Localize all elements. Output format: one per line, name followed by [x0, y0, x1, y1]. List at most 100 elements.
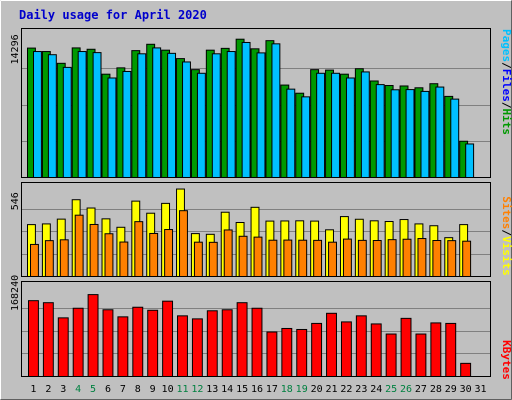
x-tick-label-day-6: 6	[105, 384, 111, 395]
legend-middle-item-0: Sites	[500, 196, 512, 229]
x-tick-label-day-11: 11	[176, 384, 188, 395]
x-tick-label-day-30: 30	[460, 384, 472, 395]
bar-pages-day-13	[211, 53, 221, 178]
bar-sites-day-3	[59, 239, 69, 277]
bar-sites-day-16	[253, 236, 263, 277]
bar-kbytes-day-16	[251, 307, 263, 377]
x-tick-label-day-13: 13	[206, 384, 218, 395]
x-tick-label-day-29: 29	[445, 384, 457, 395]
bar-sites-day-4	[74, 214, 84, 277]
x-tick-label-day-31: 31	[475, 384, 487, 395]
x-tick-label-day-14: 14	[221, 384, 233, 395]
bar-sites-day-30	[462, 240, 472, 277]
bar-pages-day-4	[77, 51, 87, 178]
legend-top-item-3: /	[500, 102, 512, 109]
bar-pages-day-16	[256, 52, 266, 178]
x-tick-label-day-21: 21	[325, 384, 337, 395]
x-tick-label-day-27: 27	[415, 384, 427, 395]
legend-bottom: KBytes	[500, 340, 512, 380]
bar-kbytes-day-9	[147, 309, 159, 377]
x-tick-label-day-7: 7	[120, 384, 126, 395]
legend-top-item-0: Pages	[500, 29, 512, 62]
y-tick-label-2: 546	[10, 192, 21, 210]
bar-sites-day-12	[193, 241, 203, 277]
legend-middle-item-1: /	[500, 229, 512, 236]
bar-pages-day-21	[331, 72, 340, 178]
bar-kbytes-day-10	[162, 300, 174, 377]
bar-sites-day-8	[134, 221, 144, 277]
bar-sites-day-5	[89, 223, 99, 277]
bar-sites-day-9	[149, 232, 159, 277]
bar-pages-day-18	[286, 88, 296, 178]
bar-pages-day-22	[345, 77, 355, 178]
bar-pages-day-30	[465, 143, 475, 178]
bar-kbytes-day-8	[132, 306, 144, 377]
chart-title: Daily usage for April 2020	[19, 8, 207, 22]
bar-kbytes-day-12	[191, 318, 203, 378]
x-tick-label-day-3: 3	[60, 384, 66, 395]
bar-kbytes-day-5	[87, 294, 99, 378]
bar-pages-day-20	[316, 72, 326, 178]
bar-sites-day-20	[313, 239, 323, 277]
x-tick-label-day-19: 19	[296, 384, 308, 395]
y-tick-label-1: 14296	[10, 34, 21, 64]
bar-sites-day-22	[342, 238, 352, 277]
bar-pages-day-15	[241, 41, 251, 178]
bar-sites-day-29	[447, 240, 457, 277]
bar-kbytes-day-14	[221, 309, 233, 377]
x-tick-label-day-28: 28	[430, 384, 442, 395]
bar-sites-day-26	[402, 238, 412, 277]
legend-bottom-item-0: KBytes	[500, 340, 512, 380]
x-tick-label-day-12: 12	[191, 384, 203, 395]
bar-kbytes-day-6	[102, 309, 114, 377]
bar-kbytes-day-1	[28, 300, 39, 377]
bar-kbytes-day-26	[400, 317, 412, 378]
bar-pages-day-25	[390, 89, 400, 178]
x-tick-label-day-4: 4	[75, 384, 81, 395]
bar-kbytes-day-11	[177, 315, 188, 378]
bar-pages-day-26	[405, 89, 415, 178]
bar-pages-day-29	[450, 98, 460, 178]
x-tick-label-day-1: 1	[30, 384, 36, 395]
x-tick-label-day-25: 25	[385, 384, 397, 395]
x-tick-label-day-5: 5	[90, 384, 96, 395]
bar-kbytes-day-23	[355, 315, 367, 378]
bar-kbytes-day-17	[266, 331, 278, 377]
bar-sites-day-13	[208, 241, 218, 277]
x-tick-label-day-20: 20	[311, 384, 323, 395]
bar-sites-day-21	[328, 241, 337, 277]
bar-kbytes-day-29	[445, 322, 457, 377]
bar-pages-day-8	[137, 53, 147, 178]
bar-sites-day-27	[417, 238, 427, 277]
bar-kbytes-day-15	[236, 302, 248, 378]
bar-pages-day-2	[47, 54, 57, 178]
x-tick-label-day-26: 26	[400, 384, 412, 395]
bar-pages-day-9	[152, 47, 162, 178]
bar-kbytes-day-19	[296, 328, 308, 378]
bar-pages-day-27	[420, 90, 430, 178]
y-tick-label-3: 168240	[10, 275, 21, 311]
x-tick-label-day-9: 9	[150, 384, 156, 395]
bar-pages-day-10	[167, 52, 177, 178]
bar-sites-day-18	[283, 239, 293, 277]
bar-kbytes-day-22	[340, 321, 352, 377]
bar-sites-day-10	[164, 229, 174, 277]
x-tick-label-day-15: 15	[236, 384, 248, 395]
legend-top: Pages/Files/Hits	[500, 29, 512, 135]
bar-kbytes-day-2	[42, 302, 54, 378]
x-tick-label-day-18: 18	[281, 384, 293, 395]
bar-pages-day-1	[33, 51, 42, 178]
bar-sites-day-15	[238, 235, 248, 277]
bar-pages-day-7	[122, 70, 132, 178]
bar-pages-day-12	[196, 72, 206, 178]
bar-sites-day-25	[387, 239, 397, 277]
bar-kbytes-day-30	[460, 362, 472, 378]
x-tick-label-day-8: 8	[135, 384, 141, 395]
bar-pages-day-19	[301, 96, 311, 178]
bar-sites-day-19	[298, 239, 308, 277]
bar-kbytes-day-18	[281, 327, 293, 378]
x-tick-label-day-23: 23	[355, 384, 367, 395]
bar-kbytes-day-24	[370, 323, 382, 377]
bar-pages-day-14	[226, 51, 236, 178]
